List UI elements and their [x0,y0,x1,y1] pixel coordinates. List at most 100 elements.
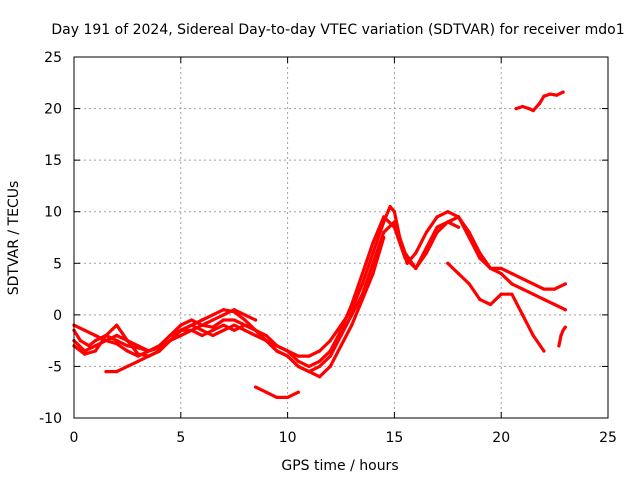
data-point [318,349,322,353]
data-point [115,333,119,338]
data-point [446,261,450,265]
data-point [531,292,535,296]
data-point [200,328,204,332]
data-point [200,323,204,327]
data-point [531,282,535,286]
data-point [115,339,119,343]
data-point [221,323,226,327]
data-point [179,328,183,332]
y-axis-title: SDTVAR / TECUs [6,181,22,296]
series-line-track-8 [557,325,567,348]
data-point [157,349,161,353]
data-point [136,359,140,363]
y-tick-label: 10 [44,205,62,221]
data-point [382,235,386,240]
data-point [296,359,300,363]
data-point [125,349,129,353]
data-point [350,302,354,307]
data-point [478,256,482,260]
data-point [179,323,183,327]
data-point [371,251,375,255]
x-tick-label: 15 [385,430,403,446]
data-point [147,354,151,358]
data-point [189,323,194,327]
x-tick-label: 10 [279,430,297,446]
data-point [424,246,428,250]
y-tick-label: 25 [44,50,62,66]
data-point [264,390,268,394]
data-point [93,333,97,338]
data-point [435,225,439,229]
y-tick-label: 20 [44,102,62,118]
data-point [211,333,215,338]
data-point [307,364,311,368]
data-point [382,230,386,234]
data-point [286,349,290,353]
data-point [538,101,542,105]
data-point [254,318,258,322]
data-point [392,220,396,224]
data-point [168,339,172,343]
data-point [254,385,258,389]
data-point [211,325,215,329]
data-point [275,344,279,348]
data-point [93,339,97,343]
data-point [514,107,518,111]
data-point [221,313,226,317]
data-point [542,297,546,301]
data-point [392,225,396,229]
data-point [104,370,108,374]
data-point [243,313,247,317]
data-point [350,313,354,317]
y-tick-label: 5 [53,256,62,272]
series-line-track-2 [72,215,567,374]
data-point [488,302,493,307]
data-point [563,325,567,329]
data-point [446,210,450,214]
data-point [542,94,546,98]
data-point [510,292,514,296]
data-point [296,364,300,368]
data-point [499,266,503,270]
x-tick-label: 25 [599,430,617,446]
data-point [521,277,525,281]
data-point [555,93,559,97]
data-point [521,104,525,109]
data-point [499,292,503,296]
data-point [531,109,535,113]
data-point [275,349,279,353]
data-point [478,251,482,255]
data-point [371,241,375,245]
series-layer [72,90,567,399]
data-point [93,349,97,353]
data-point [200,318,204,322]
data-point [307,370,311,374]
data-point [328,339,332,343]
data-point [243,328,247,332]
series-line-track-4 [72,235,386,379]
data-point [125,339,129,343]
series-line-track-7 [446,261,546,353]
data-point [446,220,450,224]
data-point [275,395,279,399]
data-point [531,333,535,338]
data-point [467,282,471,286]
data-point [371,261,375,265]
data-point [243,323,247,327]
data-point [232,318,236,322]
data-point [221,308,226,312]
plot-frame [73,56,609,419]
data-point [553,287,557,291]
data-point [403,256,407,260]
data-point [328,349,332,353]
data-point [339,344,343,348]
data-point [318,364,322,368]
data-point [211,313,215,317]
data-point [456,272,461,276]
x-axis-title: GPS time / hours [281,458,398,474]
data-point [136,352,140,356]
data-point [360,272,364,276]
x-tick-label: 20 [492,430,510,446]
data-point [254,328,258,332]
